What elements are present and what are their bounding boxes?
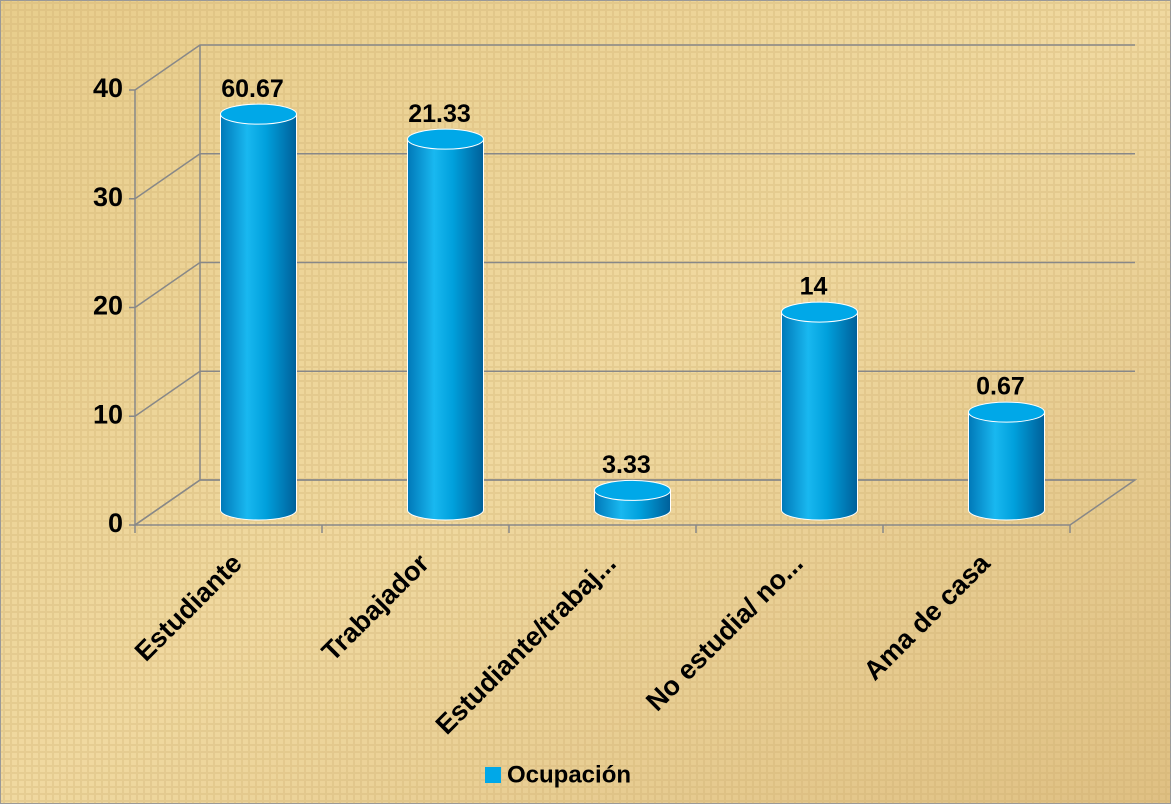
bar xyxy=(407,128,484,521)
legend-label: Ocupación xyxy=(507,761,631,788)
data-label: 21.33 xyxy=(408,100,471,128)
grid-line xyxy=(134,261,1135,309)
data-label: 60.67 xyxy=(221,75,284,103)
bar-top xyxy=(407,128,484,150)
grid-line xyxy=(134,153,1135,200)
data-label: 0.67 xyxy=(976,373,1025,401)
data-label: 3.33 xyxy=(602,451,651,479)
y-tick-label: 20 xyxy=(93,291,123,321)
bar-top xyxy=(781,301,858,323)
legend-swatch xyxy=(485,767,501,783)
y-tick-label: 30 xyxy=(93,182,123,212)
bar-body xyxy=(968,411,1045,521)
data-label: 14 xyxy=(800,273,828,301)
bar-body xyxy=(220,113,297,521)
y-tick-label: 10 xyxy=(93,399,123,429)
bar-top xyxy=(968,401,1045,423)
bar-top xyxy=(220,103,297,125)
bar-top xyxy=(594,479,671,501)
bar xyxy=(220,103,297,521)
bar-body xyxy=(407,138,484,521)
y-tick-label: 40 xyxy=(93,73,123,103)
bar xyxy=(968,401,1045,521)
bar xyxy=(594,479,671,521)
y-tick-label: 0 xyxy=(108,508,123,538)
grid-line xyxy=(134,44,1135,91)
bar xyxy=(781,301,858,521)
bar-body xyxy=(781,311,858,521)
